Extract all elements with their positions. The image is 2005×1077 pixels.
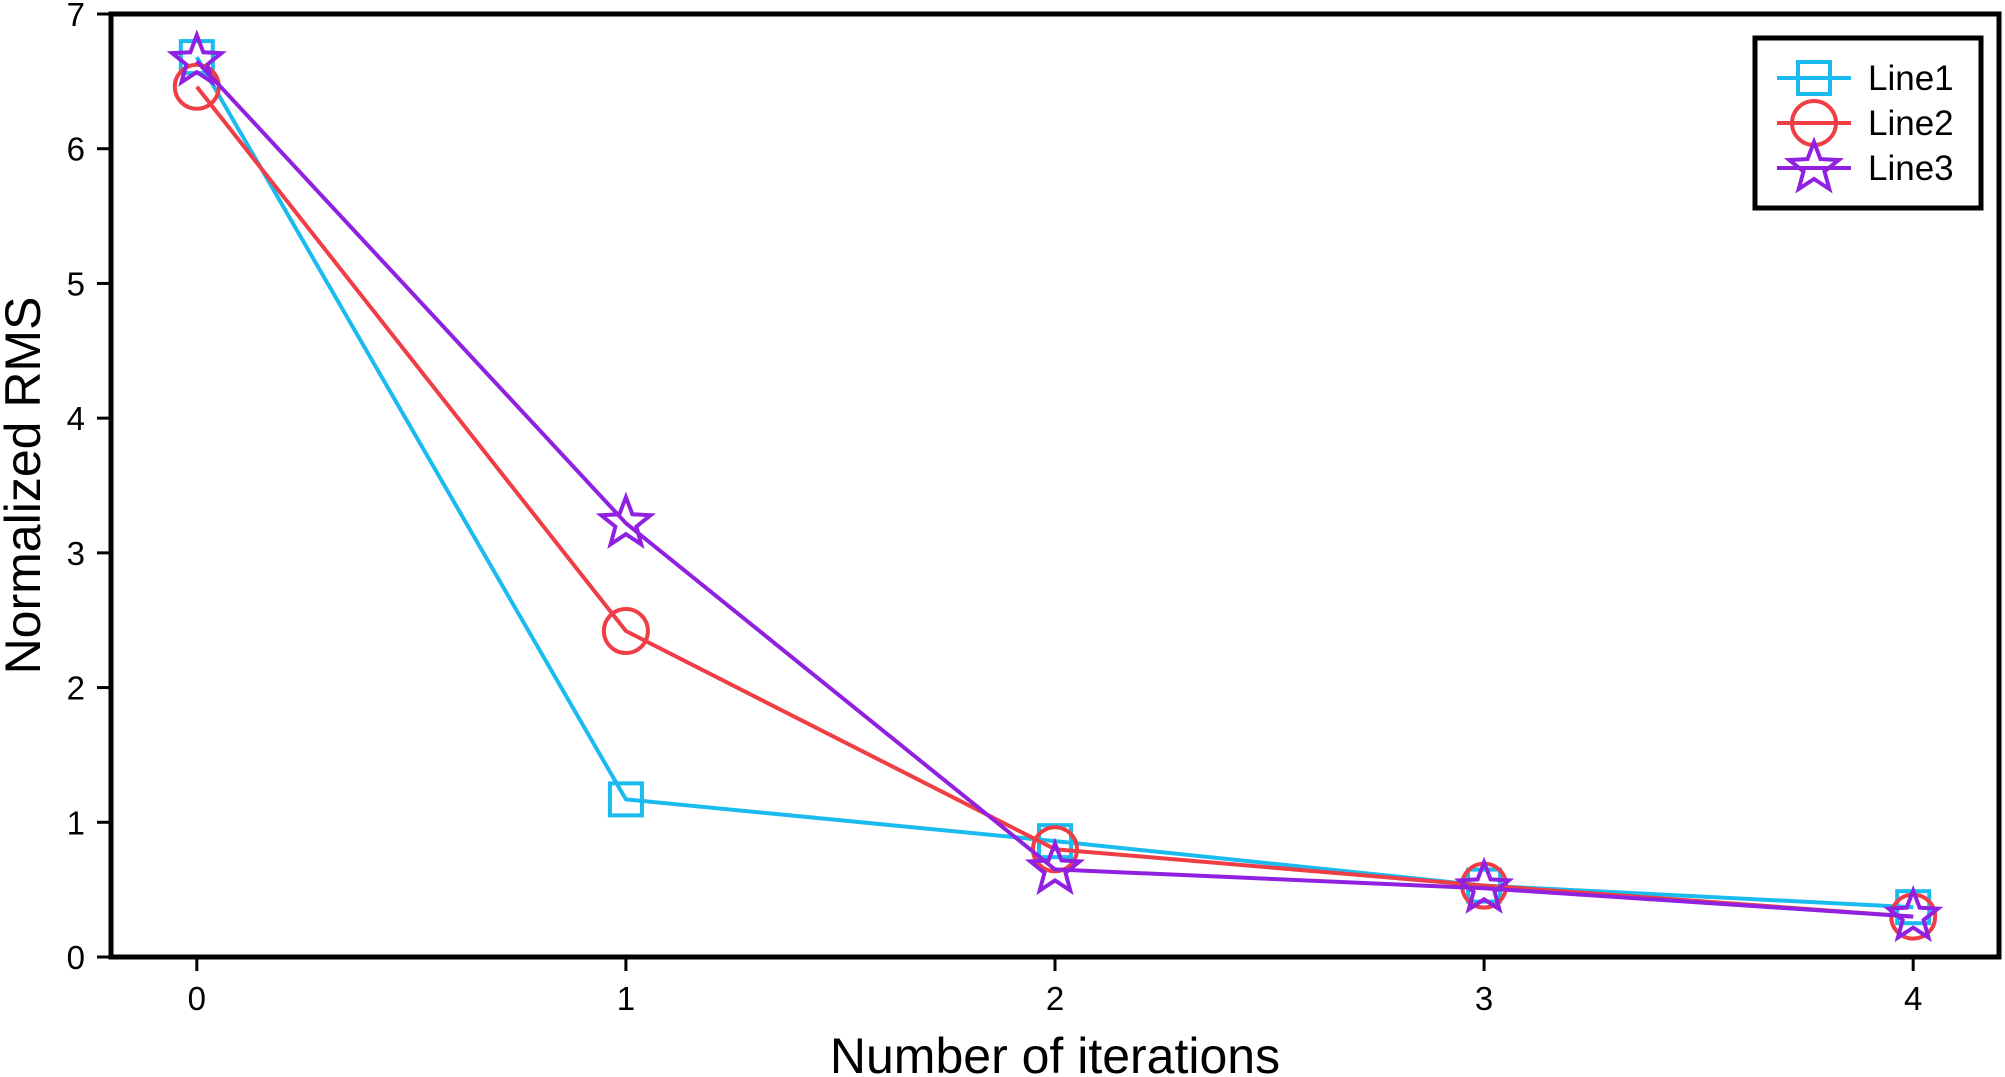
x-axis: 0 1 2 3 4 (188, 957, 1922, 1017)
legend-label-line3: Line3 (1868, 149, 1954, 188)
plot-frame (108, 11, 2002, 960)
y-tick-label-4: 4 (67, 400, 85, 437)
y-tick-label-3: 3 (67, 535, 85, 572)
series-line3 (166, 29, 1944, 943)
line3-point-4 (1883, 884, 1944, 943)
y-tick-label-1: 1 (67, 804, 85, 841)
y-axis: 0 1 2 3 4 5 6 7 (67, 0, 111, 976)
y-tick-label-0: 0 (67, 939, 85, 976)
x-tick-label-4: 4 (1904, 980, 1922, 1017)
y-tick-label-6: 6 (67, 131, 85, 168)
line3-point-3 (1454, 856, 1515, 914)
x-axis-title: Number of iterations (830, 1028, 1280, 1077)
series-line-line3 (195, 59, 1914, 919)
legend-marker-line3 (1783, 136, 1845, 194)
x-tick-label-2: 2 (1046, 980, 1064, 1017)
series-line1 (178, 39, 1932, 926)
y-axis-title: Normalized RMS (0, 297, 51, 675)
series-line-line1 (195, 56, 1914, 910)
line3-point-2 (1024, 837, 1086, 896)
x-tick-label-3: 3 (1475, 980, 1493, 1017)
line1-point-1 (607, 781, 644, 818)
legend-marker-line1 (1796, 60, 1832, 96)
y-tick-label-2: 2 (67, 670, 85, 707)
legend-label-line2: Line2 (1868, 104, 1954, 143)
y-tick-label-5: 5 (67, 265, 85, 302)
series-layer (166, 29, 1944, 943)
line3-point-1 (595, 491, 656, 549)
line2-point-1 (601, 606, 650, 655)
legend-label-line1: Line1 (1868, 59, 1954, 98)
legend: Line1 Line2 Line3 (1752, 35, 1984, 211)
line3-point-0 (166, 29, 227, 87)
x-tick-label-0: 0 (188, 980, 206, 1017)
y-tick-label-7: 7 (67, 0, 85, 33)
x-tick-label-1: 1 (617, 980, 635, 1017)
series-line2 (172, 62, 1938, 941)
